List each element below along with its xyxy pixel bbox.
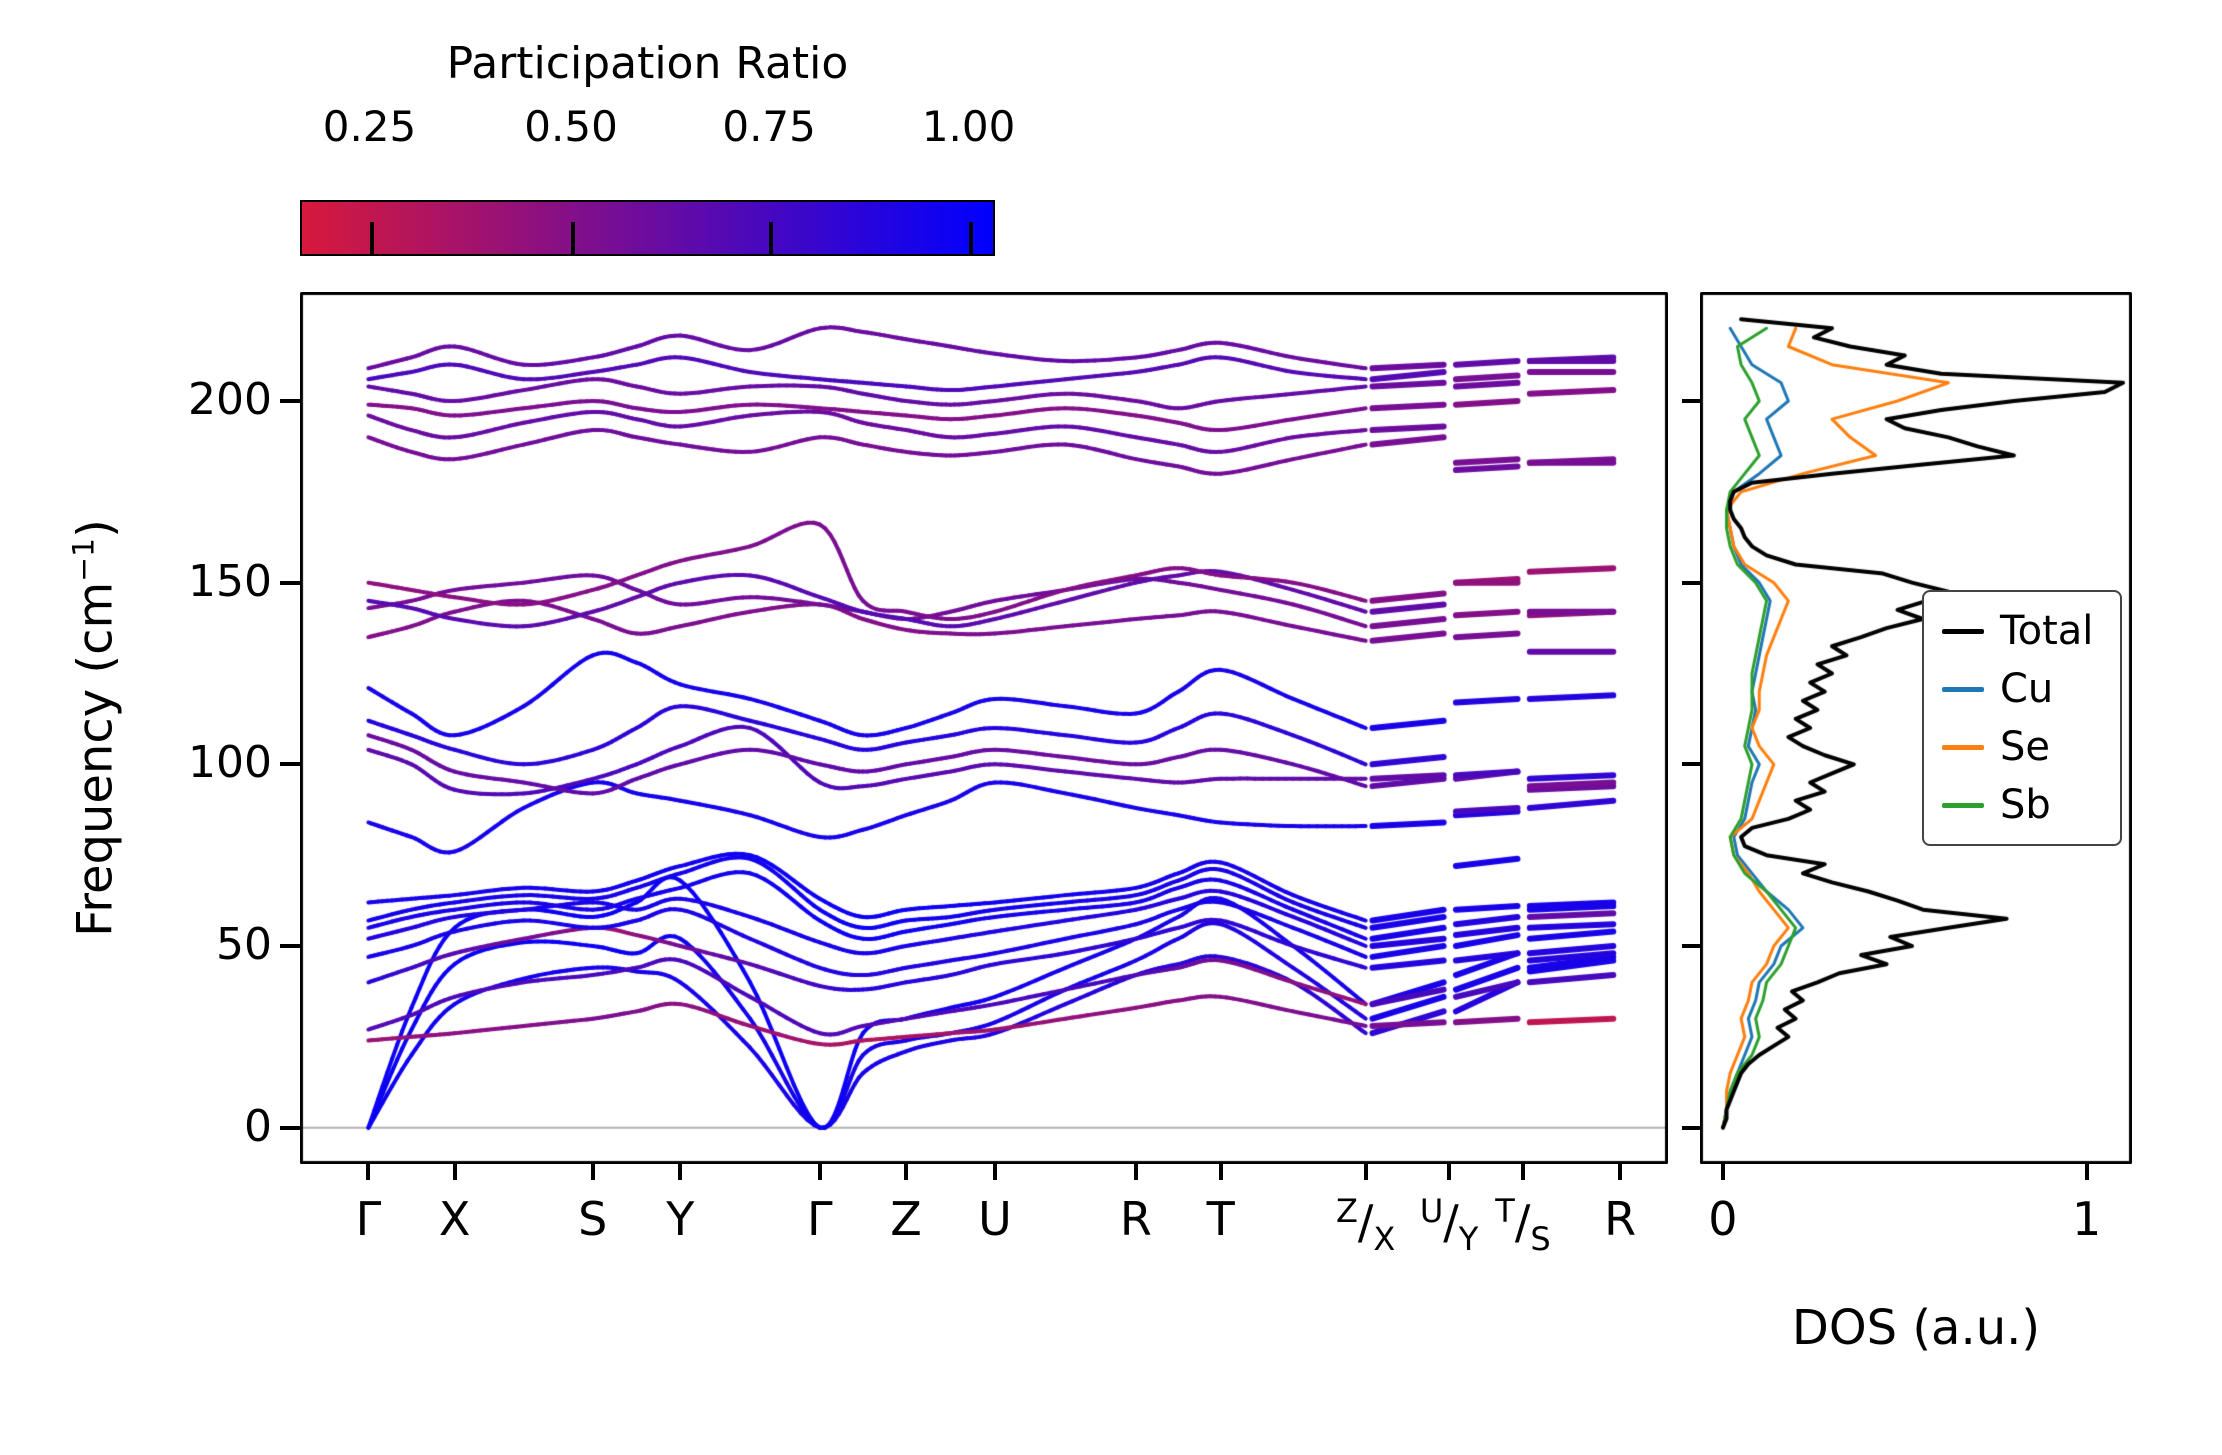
- kpoint-tick: [1447, 1164, 1452, 1180]
- kpoint-tick: [1520, 1164, 1525, 1180]
- legend-item: Se: [1942, 722, 2102, 772]
- kpoint-label: Y: [666, 1192, 695, 1246]
- y-tick: [280, 762, 300, 767]
- kpoint-tick: [678, 1164, 683, 1180]
- dos-x-tick-label: 1: [2071, 1192, 2102, 1246]
- kpoint-label: U: [978, 1192, 1012, 1246]
- legend: Total Cu Se Sb: [1922, 590, 2122, 846]
- y-tick: [280, 944, 300, 948]
- band-structure-canvas: [300, 292, 1668, 1164]
- kpoint-tick: [452, 1164, 457, 1180]
- kpoint-tick: [1618, 1164, 1623, 1180]
- legend-item: Total: [1942, 606, 2102, 656]
- kpoint-tick: [1218, 1164, 1223, 1180]
- dos-y-tick: [1682, 580, 1700, 585]
- dos-y-tick: [1682, 944, 1700, 948]
- dos-y-tick: [1682, 762, 1700, 767]
- dos-axis-label: DOS (a.u.): [1791, 1300, 2041, 1356]
- colorbar-tick-label: 0.25: [322, 102, 417, 151]
- legend-item: Sb: [1942, 780, 2102, 830]
- kpoint-tick: [590, 1164, 595, 1180]
- y-tick-label: 200: [188, 374, 272, 425]
- kpoint-label: Γ: [807, 1192, 833, 1246]
- kpoint-tick: [1133, 1164, 1138, 1180]
- colorbar-tick: [369, 222, 374, 254]
- kpoint-label-part: T: [1495, 1192, 1515, 1230]
- kpoint-tick: [992, 1164, 997, 1180]
- kpoint-label: U/Y: [1369, 1192, 1529, 1258]
- kpoint-label: T: [1206, 1192, 1235, 1246]
- participation-ratio-colorbar: [300, 200, 995, 256]
- kpoint-label-part: Z: [1336, 1192, 1358, 1230]
- legend-label: Se: [2000, 724, 2050, 770]
- kpoint-tick: [817, 1164, 822, 1180]
- kpoint-label-part: X: [1373, 1220, 1396, 1258]
- y-tick-label: 150: [188, 555, 272, 607]
- colorbar-tick: [571, 222, 576, 254]
- kpoint-label: Γ: [355, 1192, 382, 1246]
- dos-y-tick: [1682, 1125, 1700, 1130]
- dos-x-tick-label: 0: [1708, 1192, 1738, 1246]
- y-axis-label: Frequency (cm−1): [67, 519, 124, 937]
- kpoint-label-part: /: [1514, 1195, 1531, 1249]
- legend-label: Sb: [2000, 782, 2051, 828]
- colorbar-tick: [769, 222, 774, 254]
- legend-swatch: [1942, 686, 1984, 692]
- legend-item: Cu: [1942, 664, 2102, 714]
- y-tick: [280, 580, 300, 585]
- y-tick-label: 50: [216, 919, 272, 970]
- kpoint-label: Z/X: [1286, 1192, 1446, 1258]
- kpoint-label: T/S: [1443, 1192, 1603, 1258]
- colorbar-tick-label: 0.50: [524, 102, 618, 151]
- y-axis-label-superscript: −1: [66, 537, 102, 582]
- y-tick-label: 100: [188, 737, 272, 789]
- kpoint-label-part: /: [1357, 1195, 1374, 1249]
- kpoint-label-part: S: [1530, 1220, 1551, 1258]
- colorbar-tick-label: 0.75: [722, 102, 816, 151]
- y-tick: [280, 399, 300, 403]
- band-structure-panel: [300, 292, 1668, 1164]
- y-tick-label: 0: [244, 1100, 272, 1152]
- dos-x-tick: [2084, 1164, 2089, 1180]
- y-axis-label-text: Frequency (cm: [67, 581, 124, 937]
- kpoint-label: R: [1119, 1192, 1152, 1246]
- kpoint-label: X: [438, 1192, 471, 1246]
- dos-x-tick: [1720, 1164, 1725, 1180]
- kpoint-label: Z: [890, 1192, 922, 1246]
- colorbar-tick-label: 1.00: [921, 102, 1016, 151]
- y-tick: [280, 1125, 300, 1130]
- kpoint-label-part: U: [1419, 1192, 1444, 1230]
- kpoint-label-part: Y: [1458, 1220, 1479, 1258]
- kpoint-label: S: [578, 1192, 608, 1246]
- kpoint-tick: [904, 1164, 909, 1180]
- colorbar-title: Participation Ratio: [446, 38, 849, 89]
- y-axis-label-close: ): [67, 519, 124, 538]
- dos-y-tick: [1682, 399, 1700, 403]
- colorbar-tick: [968, 222, 973, 254]
- kpoint-label: R: [1604, 1192, 1637, 1246]
- legend-label: Cu: [2000, 666, 2054, 712]
- legend-swatch: [1942, 802, 1984, 808]
- kpoint-tick: [1363, 1164, 1368, 1180]
- legend-swatch: [1942, 628, 1984, 634]
- kpoint-tick: [366, 1164, 371, 1180]
- legend-swatch: [1942, 744, 1984, 750]
- kpoint-label-part: /: [1443, 1195, 1459, 1249]
- legend-label: Total: [2000, 608, 2094, 654]
